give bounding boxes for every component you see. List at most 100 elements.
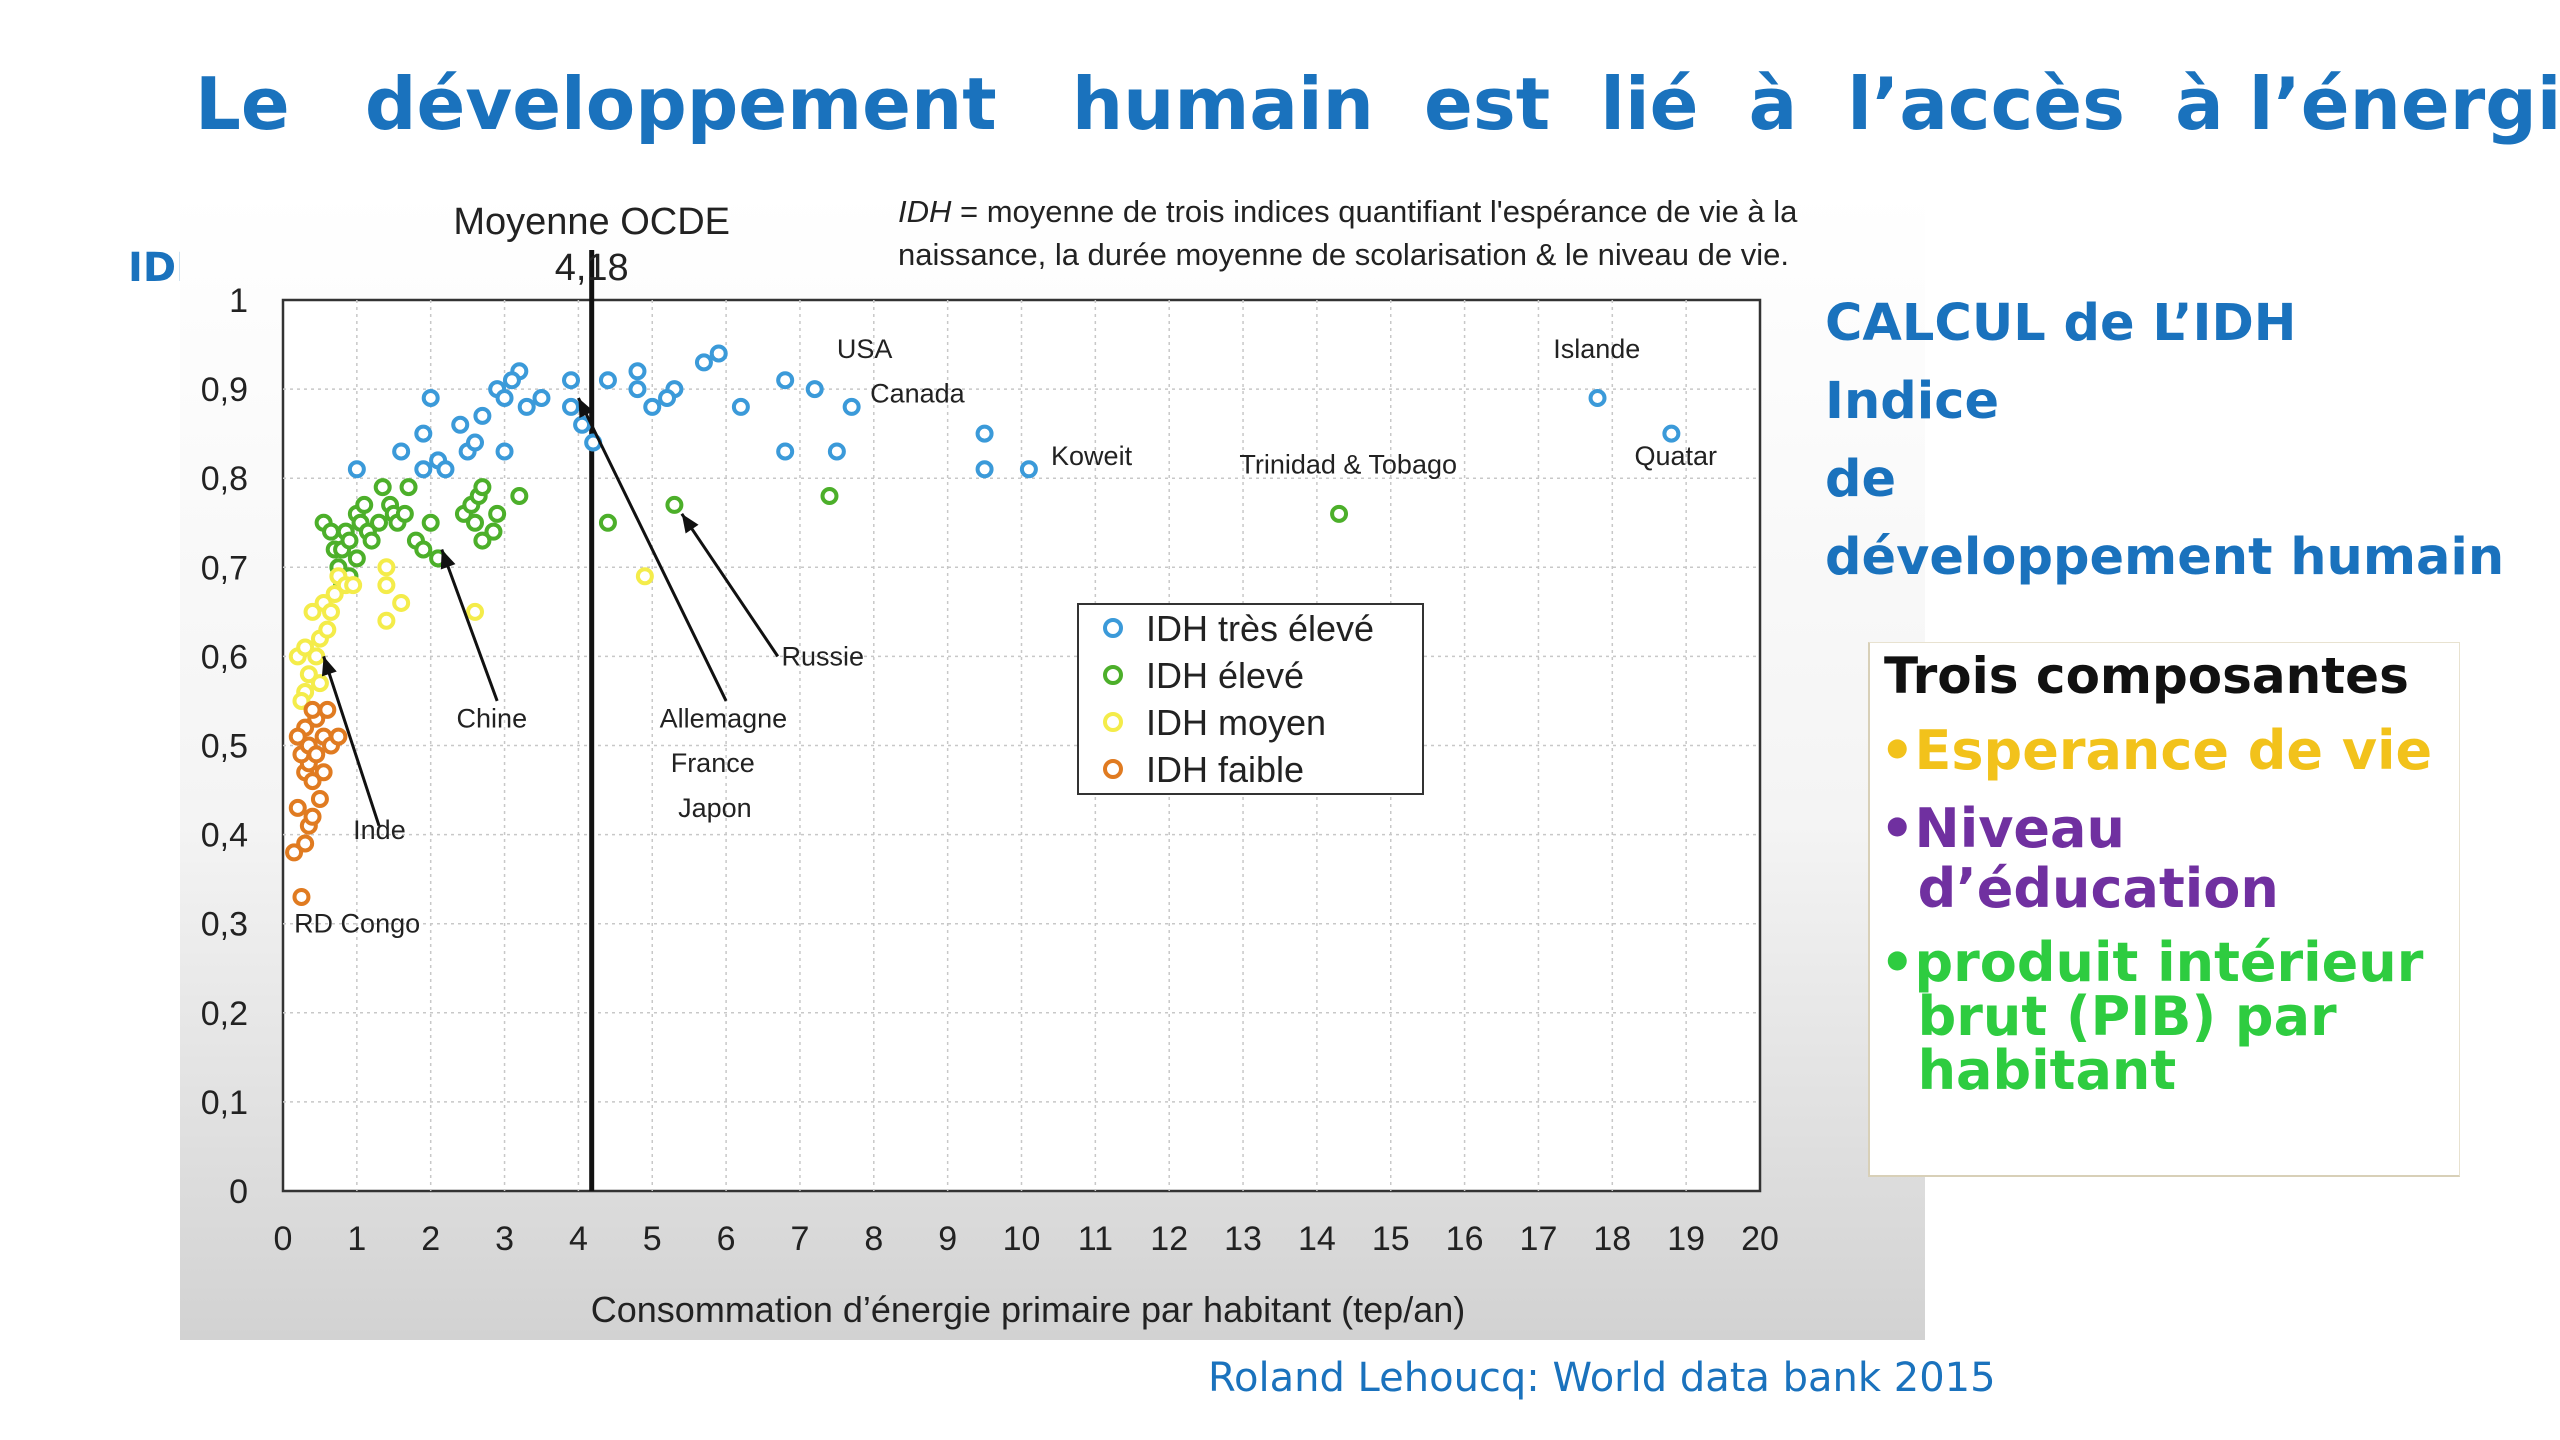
data-point bbox=[827, 442, 846, 461]
data-point bbox=[303, 807, 322, 826]
data-point bbox=[643, 397, 662, 416]
y-tick-label: 0,9 bbox=[201, 371, 248, 409]
data-point bbox=[451, 415, 470, 434]
annotation-label: Allemagne bbox=[660, 704, 788, 734]
data-point bbox=[322, 602, 341, 621]
data-point bbox=[310, 789, 329, 808]
component-gdp-line3: habitant bbox=[1880, 1039, 2177, 1102]
data-point bbox=[776, 371, 795, 390]
data-point bbox=[776, 442, 795, 461]
data-point bbox=[731, 397, 750, 416]
y-tick-label: 0,4 bbox=[201, 817, 248, 855]
data-point bbox=[292, 691, 311, 710]
legend-label: IDH faible bbox=[1146, 749, 1304, 790]
legend: IDH très élevé IDH élevé IDH moyen IDH faib… bbox=[1077, 603, 1424, 795]
source-credit: Roland Lehoucq: World data bank 2015 bbox=[1208, 1355, 1996, 1401]
data-point bbox=[299, 665, 318, 684]
x-tick-label: 1 bbox=[347, 1220, 366, 1258]
legend-marker bbox=[1103, 618, 1123, 638]
data-point bbox=[318, 700, 337, 719]
x-tick-label: 2 bbox=[421, 1220, 440, 1258]
legend-marker bbox=[1103, 665, 1123, 685]
data-point bbox=[709, 344, 728, 363]
data-point bbox=[598, 371, 617, 390]
data-point bbox=[377, 558, 396, 577]
data-point bbox=[310, 674, 329, 693]
data-point bbox=[510, 487, 529, 506]
data-point bbox=[805, 380, 824, 399]
y-tick-label: 0,7 bbox=[201, 549, 248, 587]
annotation-arrows bbox=[321, 397, 780, 827]
annotation-label: Trinidad & Tobago bbox=[1239, 450, 1457, 480]
annotation-label: Japon bbox=[678, 793, 752, 823]
x-tick-label: 12 bbox=[1150, 1220, 1188, 1258]
annotation-label: Quatar bbox=[1634, 441, 1717, 471]
components-box: Trois composantes •Esperance de vie •Niv… bbox=[1868, 642, 2460, 1177]
x-tick-label: 0 bbox=[274, 1220, 293, 1258]
annotation-label: RD Congo bbox=[294, 909, 420, 939]
calc-line: Indice bbox=[1825, 372, 2000, 431]
calc-line: CALCUL de L’IDH bbox=[1825, 294, 2297, 353]
x-tick-label: 18 bbox=[1593, 1220, 1631, 1258]
arrow-head bbox=[681, 513, 699, 534]
x-tick-label: 15 bbox=[1372, 1220, 1410, 1258]
component-education-line2: d’éducation bbox=[1880, 857, 2279, 920]
data-point bbox=[355, 495, 374, 514]
data-point bbox=[307, 745, 326, 764]
data-point bbox=[665, 495, 684, 514]
data-point bbox=[344, 576, 363, 595]
annotation-label: France bbox=[671, 748, 755, 778]
x-tick-label: 17 bbox=[1520, 1220, 1558, 1258]
data-point bbox=[421, 389, 440, 408]
arrow-head bbox=[440, 549, 456, 570]
y-tick-label: 0,6 bbox=[201, 638, 248, 676]
annotation-label: Koweit bbox=[1051, 441, 1133, 471]
component-gdp-line1: •produit intérieur bbox=[1880, 931, 2424, 994]
y-tick-label: 0,1 bbox=[201, 1084, 248, 1122]
data-point bbox=[362, 531, 381, 550]
annotation-label: Islande bbox=[1553, 334, 1640, 364]
data-point bbox=[285, 843, 304, 862]
data-point bbox=[414, 424, 433, 443]
arrow-head bbox=[321, 656, 337, 677]
data-point bbox=[340, 531, 359, 550]
calc-line: de bbox=[1825, 450, 1897, 509]
data-point bbox=[1588, 389, 1607, 408]
data-point bbox=[517, 397, 536, 416]
data-point bbox=[377, 611, 396, 630]
data-point bbox=[635, 567, 654, 586]
data-point bbox=[303, 772, 322, 791]
data-point bbox=[329, 727, 348, 746]
x-tick-label: 7 bbox=[790, 1220, 809, 1258]
components-heading: Trois composantes bbox=[1884, 647, 2409, 705]
x-tick-label: 16 bbox=[1446, 1220, 1484, 1258]
data-point bbox=[598, 513, 617, 532]
data-point bbox=[842, 397, 861, 416]
annotation-label: Russie bbox=[781, 641, 864, 671]
data-point bbox=[628, 362, 647, 381]
data-point bbox=[399, 478, 418, 497]
annotation-label: USA bbox=[837, 334, 893, 364]
y-tick-label: 0,3 bbox=[201, 906, 248, 944]
data-point bbox=[562, 371, 581, 390]
x-tick-label: 20 bbox=[1741, 1220, 1779, 1258]
data-point bbox=[820, 487, 839, 506]
data-point bbox=[322, 522, 341, 541]
y-tick-labels: 0 0,1 0,2 0,3 0,4 0,5 0,6 0,7 0,8 0,9 1 bbox=[201, 282, 248, 1211]
x-tick-label: 11 bbox=[1078, 1220, 1113, 1258]
data-point bbox=[1019, 460, 1038, 479]
data-point bbox=[975, 460, 994, 479]
component-life-expectancy: •Esperance de vie bbox=[1880, 719, 2433, 782]
data-point bbox=[347, 460, 366, 479]
data-point bbox=[628, 380, 647, 399]
data-point bbox=[292, 887, 311, 906]
annotation-arrow bbox=[680, 513, 780, 658]
annotation-arrow bbox=[440, 548, 499, 702]
data-point bbox=[495, 389, 514, 408]
arrow-head bbox=[578, 398, 594, 418]
data-point bbox=[532, 389, 551, 408]
y-tick-label: 0 bbox=[229, 1173, 248, 1211]
data-point bbox=[466, 433, 485, 452]
annotation-label: Canada bbox=[870, 378, 966, 408]
